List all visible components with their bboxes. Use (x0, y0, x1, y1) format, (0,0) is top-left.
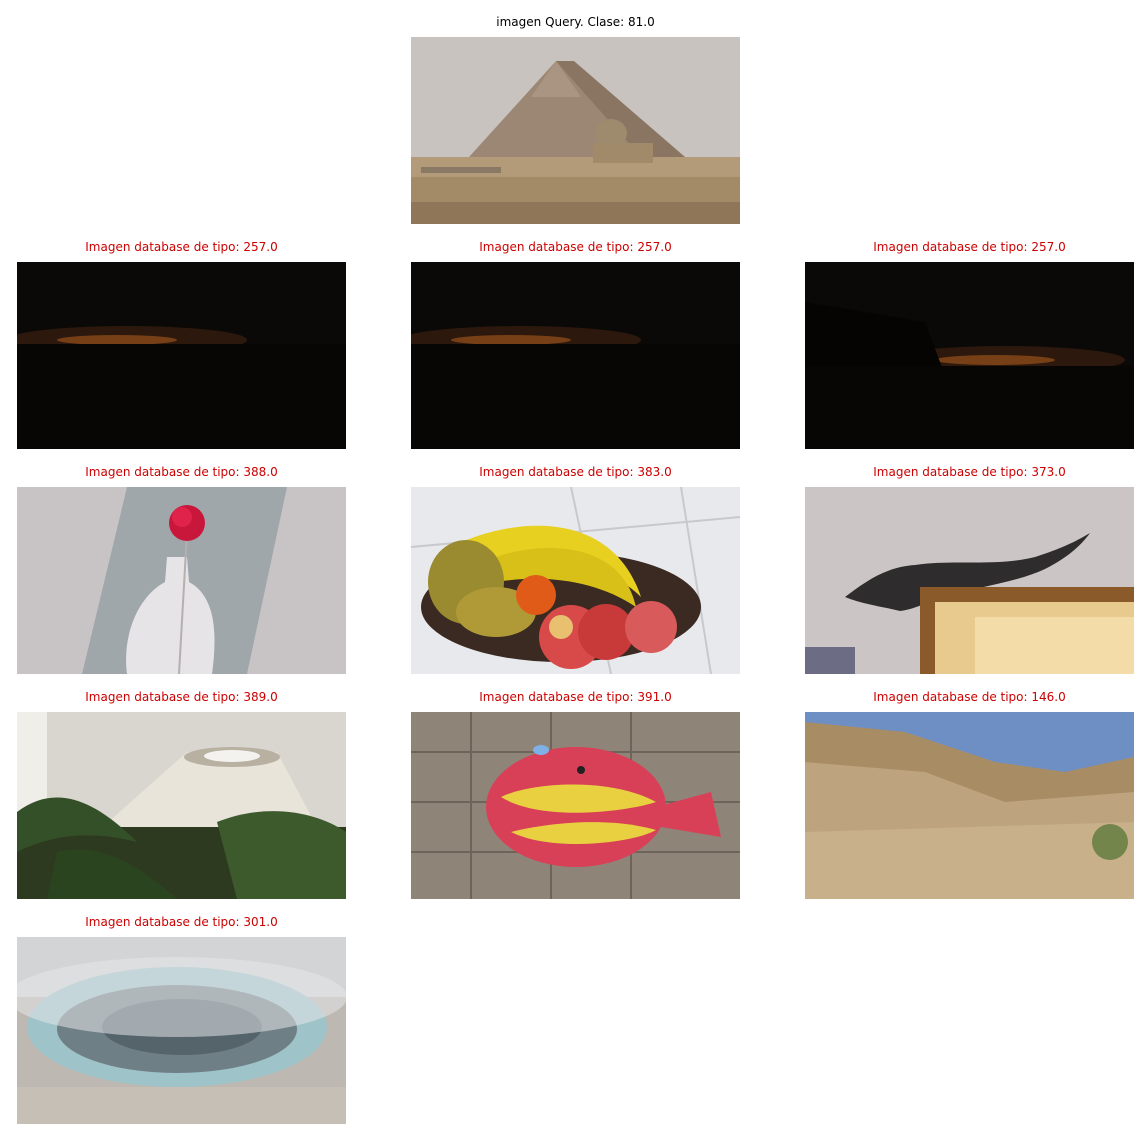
result-image-rocky-canyon (805, 712, 1134, 899)
result-title-2: Imagen database de tipo: 257.0 (479, 240, 672, 254)
result-title-3: Imagen database de tipo: 257.0 (873, 240, 1066, 254)
result-image-flower-vase (17, 487, 346, 674)
result-image-night-horizon-3 (805, 262, 1134, 449)
result-image-lampshade-ferns (17, 712, 346, 899)
query-image-pyramid-sphinx (411, 37, 740, 224)
result-image-night-horizon-2 (411, 262, 740, 449)
result-image-dinosaur-shadow (805, 487, 1134, 674)
result-title-4: Imagen database de tipo: 388.0 (85, 465, 278, 479)
result-title-5: Imagen database de tipo: 383.0 (479, 465, 672, 479)
result-title-7: Imagen database de tipo: 389.0 (85, 690, 278, 704)
result-image-hot-spring (17, 937, 346, 1124)
result-title-10: Imagen database de tipo: 301.0 (85, 915, 278, 929)
result-title-8: Imagen database de tipo: 391.0 (479, 690, 672, 704)
result-image-fruit-bowl (411, 487, 740, 674)
query-title: imagen Query. Clase: 81.0 (496, 15, 655, 29)
result-title-1: Imagen database de tipo: 257.0 (85, 240, 278, 254)
result-image-night-horizon-1 (17, 262, 346, 449)
result-title-6: Imagen database de tipo: 373.0 (873, 465, 1066, 479)
result-title-9: Imagen database de tipo: 146.0 (873, 690, 1066, 704)
result-image-fish-plush (411, 712, 740, 899)
